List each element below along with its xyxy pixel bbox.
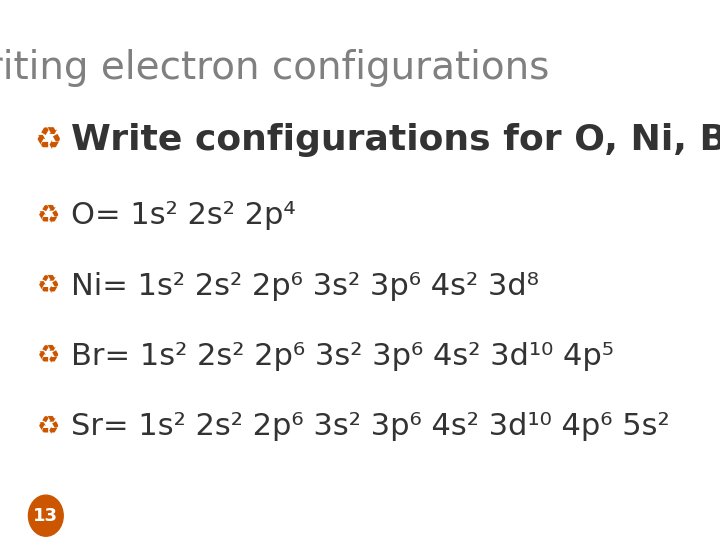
FancyBboxPatch shape: [16, 0, 482, 540]
Text: ♻: ♻: [35, 126, 62, 155]
Text: Ni= 1s² 2s² 2p⁶ 3s² 3p⁶ 4s² 3d⁸: Ni= 1s² 2s² 2p⁶ 3s² 3p⁶ 4s² 3d⁸: [71, 272, 539, 301]
Circle shape: [29, 495, 63, 536]
Text: Br= 1s² 2s² 2p⁶ 3s² 3p⁶ 4s² 3d¹⁰ 4p⁵: Br= 1s² 2s² 2p⁶ 3s² 3p⁶ 4s² 3d¹⁰ 4p⁵: [71, 342, 614, 371]
Text: Sr= 1s² 2s² 2p⁶ 3s² 3p⁶ 4s² 3d¹⁰ 4p⁶ 5s²: Sr= 1s² 2s² 2p⁶ 3s² 3p⁶ 4s² 3d¹⁰ 4p⁶ 5s²: [71, 412, 670, 441]
Text: ♻: ♻: [37, 343, 60, 369]
Text: ♻: ♻: [37, 414, 60, 440]
Text: Write configurations for O, Ni, Br, Sr: Write configurations for O, Ni, Br, Sr: [71, 124, 720, 157]
Text: ♻: ♻: [37, 203, 60, 229]
Text: Writing electron configurations: Writing electron configurations: [0, 49, 549, 86]
Text: 13: 13: [33, 507, 58, 525]
Text: ♻: ♻: [37, 273, 60, 299]
Text: O= 1s² 2s² 2p⁴: O= 1s² 2s² 2p⁴: [71, 201, 296, 231]
